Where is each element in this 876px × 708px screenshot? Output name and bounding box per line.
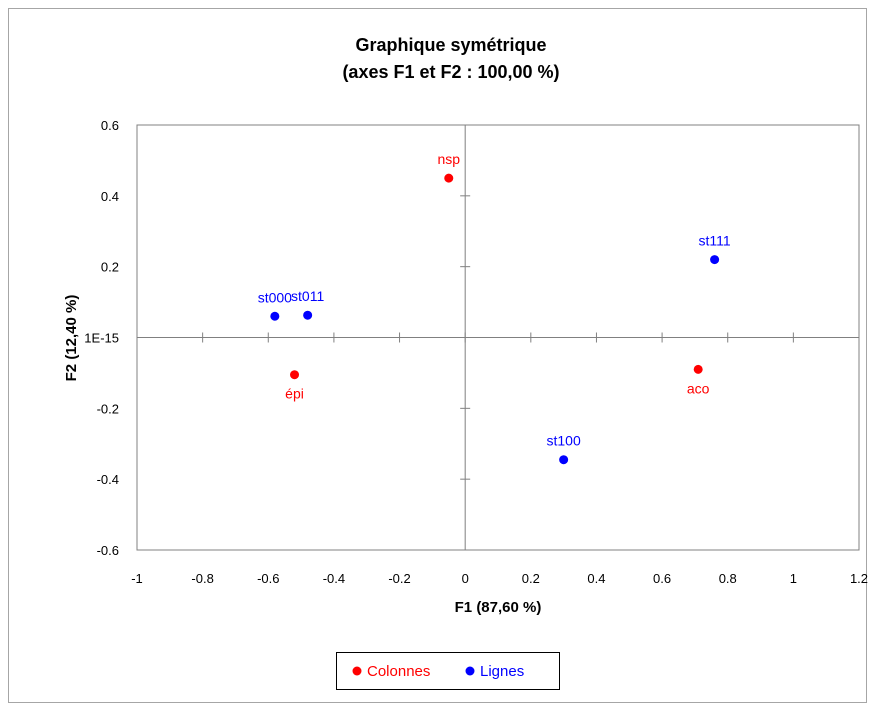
x-tick-label: 0 <box>462 571 469 586</box>
chart-subtitle: (axes F1 et F2 : 100,00 %) <box>342 62 559 82</box>
y-tick-label: -0.4 <box>97 472 119 487</box>
y-tick-label: 0.4 <box>101 189 119 204</box>
data-points: nsp épi aco st000 st011 st111 st100 <box>258 151 731 465</box>
legend-marker-colonnes <box>352 666 362 676</box>
y-tick-label: -0.6 <box>97 543 119 558</box>
point-label-st100: st100 <box>547 433 581 449</box>
axis-ticks <box>136 124 860 551</box>
x-tick-label: -0.4 <box>323 571 345 586</box>
x-tick-labels: -1 -0.8 -0.6 -0.4 -0.2 0 0.2 0.4 0.6 0.8 1 1.2 <box>131 571 868 586</box>
x-tick-label: 0.2 <box>522 571 540 586</box>
x-tick-label: 0.6 <box>653 571 671 586</box>
data-point-épi <box>290 370 300 380</box>
x-tick-label: 0.8 <box>719 571 737 586</box>
data-point-st100 <box>559 455 569 465</box>
x-tick-label: -0.6 <box>257 571 279 586</box>
x-tick-label: -0.2 <box>388 571 410 586</box>
chart-title: Graphique symétrique <box>355 35 546 55</box>
y-tick-label: -0.2 <box>97 401 119 416</box>
y-axis-label: F2 (12,40 %) <box>63 295 80 382</box>
x-tick-label: -1 <box>131 571 143 586</box>
x-tick-label: -0.8 <box>191 571 213 586</box>
x-tick-label: 1 <box>790 571 797 586</box>
data-point-st011 <box>303 310 313 320</box>
legend-box <box>336 652 560 690</box>
point-label-st000: st000 <box>258 289 292 305</box>
point-label-épi: épi <box>285 386 304 402</box>
x-tick-label: 0.4 <box>587 571 605 586</box>
x-tick-label: 1.2 <box>850 571 868 586</box>
y-tick-label: 0.6 <box>101 118 119 133</box>
point-label-st111: st111 <box>699 233 731 249</box>
y-tick-labels: 0.6 0.4 0.2 1E-15 -0.2 -0.4 -0.6 <box>84 118 119 558</box>
point-label-st011: st011 <box>291 288 324 304</box>
legend-label-lignes: Lignes <box>480 663 524 680</box>
legend-label-colonnes: Colonnes <box>367 663 430 680</box>
y-tick-label: 0.2 <box>101 260 119 275</box>
data-point-nsp <box>444 173 454 183</box>
y-tick-label: 1E-15 <box>84 331 119 346</box>
legend: Colonnes Lignes <box>336 652 560 690</box>
point-label-aco: aco <box>687 380 710 396</box>
legend-marker-lignes <box>465 666 475 676</box>
point-label-nsp: nsp <box>437 151 460 167</box>
data-point-st111 <box>710 255 720 265</box>
data-point-aco <box>693 364 703 374</box>
x-axis-label: F1 (87,60 %) <box>455 599 542 616</box>
data-point-st000 <box>270 311 280 321</box>
